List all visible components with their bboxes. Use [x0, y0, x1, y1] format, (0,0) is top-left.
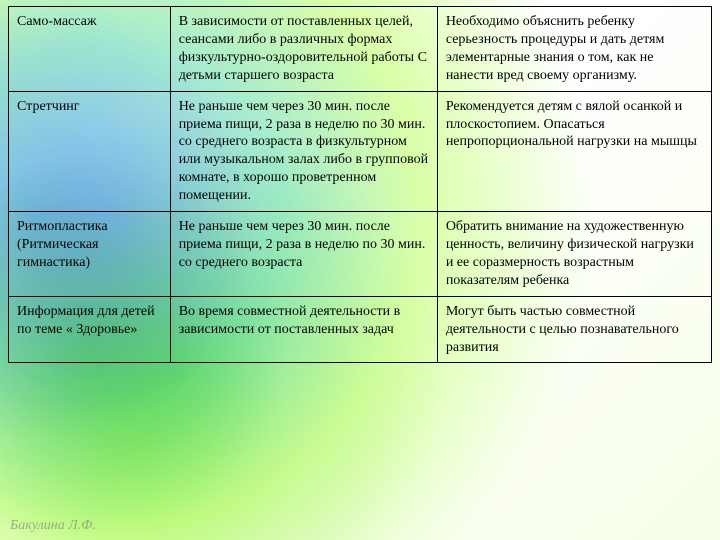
cell-conditions: В зависимости от поставленных целей, сеа…	[170, 7, 437, 92]
cell-method: Само-массаж	[9, 7, 171, 92]
cell-method: Информация для детей по теме « Здоровье»	[9, 296, 171, 363]
health-methods-table: Само-массаж В зависимости от поставленны…	[8, 6, 712, 363]
cell-method: Ритмопластика (Ритмическая гимнастика)	[9, 212, 171, 297]
cell-conditions: Не раньше чем через 30 мин. после приема…	[170, 212, 437, 297]
table-row: Само-массаж В зависимости от поставленны…	[9, 7, 712, 92]
cell-notes: Могут быть частью совместной деятельност…	[437, 296, 711, 363]
footer-author: Бакулина Л.Ф.	[10, 518, 96, 534]
table-row: Информация для детей по теме « Здоровье»…	[9, 296, 712, 363]
cell-conditions: Во время совместной деятельности в завис…	[170, 296, 437, 363]
cell-notes: Рекомендуется детям с вялой осанкой и пл…	[437, 91, 711, 211]
page-content: Само-массаж В зависимости от поставленны…	[0, 0, 720, 540]
cell-conditions: Не раньше чем через 30 мин. после приема…	[170, 91, 437, 211]
cell-notes: Необходимо объяснить ребенку серьезность…	[437, 7, 711, 92]
table-row: Стретчинг Не раньше чем через 30 мин. по…	[9, 91, 712, 211]
cell-method: Стретчинг	[9, 91, 171, 211]
table-row: Ритмопластика (Ритмическая гимнастика) Н…	[9, 212, 712, 297]
cell-notes: Обратить внимание на художественную ценн…	[437, 212, 711, 297]
